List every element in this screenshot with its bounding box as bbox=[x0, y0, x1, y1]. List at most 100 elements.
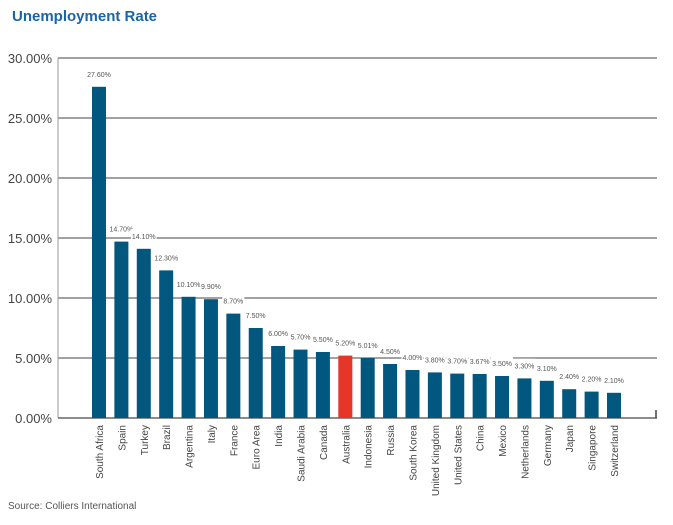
data-label-bg bbox=[491, 356, 514, 368]
data-label: 3.80% bbox=[425, 357, 445, 364]
bar-united-kingdom bbox=[427, 372, 442, 418]
category-label: Italy bbox=[207, 425, 218, 443]
data-label-bg bbox=[423, 352, 446, 365]
category-label: United States bbox=[453, 425, 464, 485]
data-label: 5.20% bbox=[335, 341, 355, 348]
category-label: Brazil bbox=[162, 425, 173, 450]
data-label: 6.00% bbox=[268, 331, 288, 338]
data-label: 2.40% bbox=[559, 374, 579, 381]
bar-russia bbox=[383, 364, 398, 418]
category-label: Germany bbox=[543, 425, 554, 466]
data-label-bg bbox=[199, 279, 222, 292]
category-label: Singapore bbox=[588, 425, 599, 471]
data-label: 4.00% bbox=[403, 355, 423, 362]
bar-australia bbox=[338, 355, 353, 418]
data-label: 9.90% bbox=[201, 284, 221, 291]
data-label: 7.50% bbox=[246, 313, 266, 320]
bar-brazil bbox=[159, 270, 174, 418]
data-label-bg bbox=[311, 332, 334, 344]
data-label-bg bbox=[244, 308, 267, 320]
y-tick-label: 20.00% bbox=[8, 171, 53, 186]
data-label-bg bbox=[334, 335, 357, 348]
data-label: 2.20% bbox=[582, 377, 602, 384]
data-label-bg bbox=[130, 228, 157, 241]
category-label: United Kingdom bbox=[431, 425, 442, 496]
bar-indonesia bbox=[360, 357, 375, 418]
bar-italy bbox=[203, 299, 218, 418]
bar-singapore bbox=[584, 391, 599, 418]
category-label: Saudi Arabia bbox=[297, 425, 308, 482]
category-label: Australia bbox=[341, 425, 352, 464]
data-label-bg bbox=[108, 221, 135, 234]
data-label: 5.50% bbox=[313, 337, 333, 344]
data-label-bg bbox=[356, 337, 379, 350]
data-label: 3.50% bbox=[492, 361, 512, 368]
category-label: Canada bbox=[319, 425, 330, 460]
data-label: 14.10% bbox=[132, 234, 156, 241]
category-label: China bbox=[476, 425, 487, 452]
bar-india bbox=[271, 346, 286, 418]
bar-saudi-arabia bbox=[293, 349, 308, 418]
data-label-bg bbox=[153, 250, 179, 263]
bar-argentina bbox=[181, 296, 196, 418]
bar-japan bbox=[562, 389, 577, 418]
data-label: 10.10% bbox=[177, 282, 201, 289]
category-label: Argentina bbox=[185, 425, 196, 468]
y-tick-label: 25.00% bbox=[8, 111, 53, 126]
data-label: 3.30% bbox=[515, 363, 535, 370]
data-label: 27.60% bbox=[87, 72, 111, 79]
data-label: 3.70% bbox=[447, 359, 467, 366]
data-label: 14.70% bbox=[110, 227, 134, 234]
bar-turkey bbox=[136, 248, 151, 418]
category-label: Mexico bbox=[498, 425, 509, 457]
data-label: 12.30% bbox=[154, 255, 178, 262]
data-label-bg bbox=[558, 369, 581, 382]
bar-euro-area bbox=[248, 328, 263, 418]
data-label: 5.01% bbox=[358, 343, 378, 350]
data-label-bg bbox=[603, 372, 625, 385]
category-label: Netherlands bbox=[520, 425, 531, 479]
category-label: Spain bbox=[117, 425, 128, 451]
bar-mexico bbox=[495, 376, 510, 418]
data-label-bg bbox=[379, 344, 402, 356]
bar-france bbox=[226, 313, 241, 418]
category-label: France bbox=[229, 425, 240, 457]
data-label: 8.70% bbox=[223, 299, 243, 306]
bar-china bbox=[472, 373, 487, 418]
y-tick-label: 10.00% bbox=[8, 291, 53, 306]
chart-title: Unemployment Rate bbox=[12, 8, 158, 25]
data-label-bg bbox=[468, 353, 491, 366]
category-label: South Korea bbox=[408, 425, 419, 481]
data-label-bg bbox=[535, 360, 558, 373]
y-tick-label: 30.00% bbox=[8, 51, 53, 66]
category-label: Euro Area bbox=[252, 425, 263, 470]
data-label-bg bbox=[222, 293, 245, 306]
data-label-bg bbox=[401, 350, 424, 362]
bar-united-states bbox=[450, 373, 465, 418]
y-tick-label: 15.00% bbox=[8, 231, 53, 246]
category-label: Turkey bbox=[140, 425, 151, 455]
y-tick-label: 5.00% bbox=[15, 351, 52, 366]
data-label-bg bbox=[513, 358, 536, 371]
source-note: Source: Colliers International bbox=[8, 501, 137, 512]
bar-netherlands bbox=[517, 378, 532, 418]
category-label: Russia bbox=[386, 425, 397, 456]
data-label: 2.10% bbox=[604, 378, 624, 385]
category-label: South Africa bbox=[95, 425, 106, 479]
category-label: India bbox=[274, 425, 285, 447]
data-label: 3.10% bbox=[537, 366, 557, 373]
y-tick-label: 0.00% bbox=[15, 411, 52, 426]
data-label-bg bbox=[289, 329, 312, 342]
bar-switzerland bbox=[607, 392, 621, 418]
bar-south-africa bbox=[92, 86, 106, 419]
data-label-bg bbox=[580, 371, 603, 384]
data-label: 3.67% bbox=[470, 359, 490, 366]
category-label: Switzerland bbox=[610, 425, 621, 477]
bar-south-korea bbox=[405, 370, 420, 418]
data-label-bg bbox=[267, 326, 290, 338]
bar-germany bbox=[539, 380, 554, 418]
data-label: 4.50% bbox=[380, 349, 400, 356]
data-label: 5.70% bbox=[291, 335, 311, 342]
bar-spain bbox=[114, 241, 129, 418]
